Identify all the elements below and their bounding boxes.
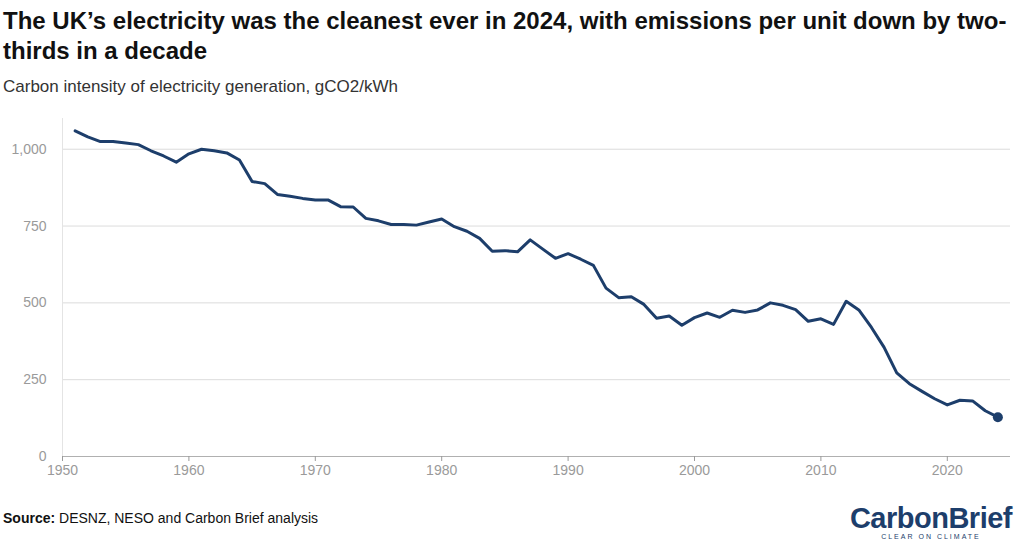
html-text:Source: DESNZ, NESO and Carbon: Source: DESNZ, NESO and Carbon Brief ana… — [3, 510, 319, 526]
svg-text:2000: 2000 — [679, 462, 710, 478]
svg-text:2010: 2010 — [805, 462, 836, 478]
svg-text:250: 250 — [23, 371, 47, 387]
svg-text:1,000: 1,000 — [11, 141, 46, 157]
svg-text:500: 500 — [23, 294, 47, 310]
html-text:Carbon intensity of electricit: Carbon intensity of electricity generati… — [3, 77, 398, 96]
svg-text:1970: 1970 — [300, 462, 331, 478]
html-text:The UK’s electricity was the c: The UK’s electricity was the cleanest ev… — [3, 7, 1007, 64]
svg-text:750: 750 — [23, 218, 47, 234]
svg-text:1950: 1950 — [47, 462, 78, 478]
html-text:CarbonBrief: CarbonBrief — [849, 502, 1012, 534]
svg-text:1990: 1990 — [553, 462, 584, 478]
svg-text:1960: 1960 — [173, 462, 204, 478]
svg-text:2020: 2020 — [932, 462, 963, 478]
svg-text:1980: 1980 — [426, 462, 457, 478]
html-text:CLEAR ON CLIMATE: CLEAR ON CLIMATE — [881, 533, 981, 540]
svg-text:0: 0 — [39, 448, 47, 464]
